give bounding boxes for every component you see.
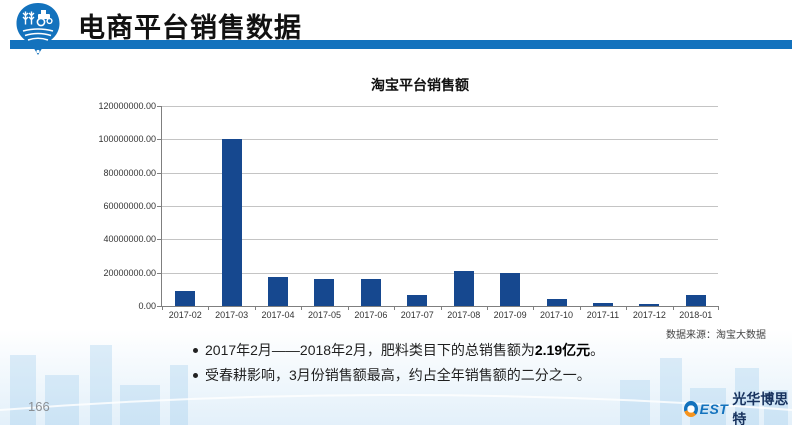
y-tick bbox=[157, 206, 162, 207]
x-axis-label: 2017-05 bbox=[307, 310, 341, 320]
x-axis-label: 2017-09 bbox=[493, 310, 527, 320]
bar-chart-plot-area: 0.00 20000000.00 40000000.00 60000000.00 800… bbox=[98, 101, 719, 320]
x-axis-label: 2017-10 bbox=[540, 310, 574, 320]
bar-2017-12 bbox=[639, 304, 660, 306]
x-axis-label: 2017-08 bbox=[447, 310, 481, 320]
x-axis-line bbox=[162, 306, 718, 307]
bar-2017-10 bbox=[546, 299, 567, 306]
data-source-note: 数据来源：淘宝大数据 bbox=[666, 330, 766, 341]
x-tick bbox=[348, 306, 349, 310]
x-tick bbox=[441, 306, 442, 310]
y-axis-label: 0.00 bbox=[138, 301, 156, 311]
gridline bbox=[162, 206, 718, 207]
x-axis-label: 2017-11 bbox=[586, 310, 620, 320]
x-tick bbox=[162, 306, 163, 310]
y-axis-label: 100000000.00 bbox=[98, 134, 156, 144]
bullet-dot-icon bbox=[193, 373, 198, 378]
y-axis-label: 80000000.00 bbox=[103, 168, 156, 178]
gridline bbox=[162, 106, 718, 107]
x-axis-label: 2017-03 bbox=[215, 310, 249, 320]
y-axis-label: 40000000.00 bbox=[103, 234, 156, 244]
brand-est-text: EST bbox=[699, 401, 729, 417]
gridline bbox=[162, 139, 718, 140]
bar-2017-03 bbox=[221, 139, 242, 306]
brand-logo: EST 光华博思特 消费大数据中心 bbox=[684, 389, 792, 425]
y-tick bbox=[157, 273, 162, 274]
chart-title: 淘宝平台销售额 bbox=[371, 77, 469, 93]
bar-2017-09 bbox=[500, 273, 521, 306]
x-tick bbox=[208, 306, 209, 310]
x-axis-label: 2017-02 bbox=[168, 310, 202, 320]
x-axis-label: 2017-06 bbox=[354, 310, 388, 320]
bullet-text: 受春耕影响，3月份销售额最高，约占全年销售额的二分之一。 bbox=[205, 367, 591, 383]
bar-2017-11 bbox=[592, 303, 613, 306]
bar-2017-07 bbox=[407, 295, 428, 306]
y-tick bbox=[157, 239, 162, 240]
agriculture-pin-logo-icon bbox=[14, 2, 62, 61]
x-axis-label: 2017-07 bbox=[400, 310, 434, 320]
x-tick bbox=[718, 306, 719, 310]
gridline bbox=[162, 239, 718, 240]
y-tick bbox=[157, 106, 162, 107]
bar-2017-05 bbox=[314, 279, 335, 306]
header-divider bbox=[10, 40, 792, 49]
x-axis-label: 2017-04 bbox=[261, 310, 295, 320]
x-axis-label: 2018-01 bbox=[679, 310, 713, 320]
x-tick bbox=[255, 306, 256, 310]
insight-bullets: 2017年2月——2018年2月，肥料类目下的总销售额为2.19亿元。 受春耕影… bbox=[193, 341, 663, 391]
gridline bbox=[162, 173, 718, 174]
bar-2017-02 bbox=[175, 291, 196, 306]
y-axis-label: 20000000.00 bbox=[103, 268, 156, 278]
x-tick bbox=[626, 306, 627, 310]
bullet-dot-icon bbox=[193, 348, 198, 353]
best-logo-icon bbox=[684, 401, 698, 417]
x-tick bbox=[394, 306, 395, 310]
page-title: 电商平台销售数据 bbox=[78, 13, 302, 43]
bar-2017-08 bbox=[453, 271, 474, 306]
page-number: 166 bbox=[28, 399, 50, 414]
bullet-item: 2017年2月——2018年2月，肥料类目下的总销售额为2.19亿元。 bbox=[193, 341, 663, 359]
x-tick bbox=[301, 306, 302, 310]
x-axis-label: 2017-12 bbox=[632, 310, 666, 320]
bullet-item: 受春耕影响，3月份销售额最高，约占全年销售额的二分之一。 bbox=[193, 366, 663, 384]
x-tick bbox=[673, 306, 674, 310]
x-tick bbox=[487, 306, 488, 310]
y-axis-label: 60000000.00 bbox=[103, 201, 156, 211]
bullet-text: 2017年2月——2018年2月，肥料类目下的总销售额为2.19亿元。 bbox=[205, 342, 605, 358]
bar-2017-06 bbox=[360, 279, 381, 306]
bar-2017-04 bbox=[268, 277, 289, 306]
y-tick bbox=[157, 173, 162, 174]
x-tick bbox=[533, 306, 534, 310]
y-tick bbox=[157, 306, 162, 307]
y-axis-label: 120000000.00 bbox=[98, 101, 156, 111]
x-tick bbox=[580, 306, 581, 310]
gridline bbox=[162, 273, 718, 274]
bar-2018-01 bbox=[685, 295, 706, 306]
y-tick bbox=[157, 139, 162, 140]
brand-name-text: 光华博思特 bbox=[732, 391, 789, 425]
